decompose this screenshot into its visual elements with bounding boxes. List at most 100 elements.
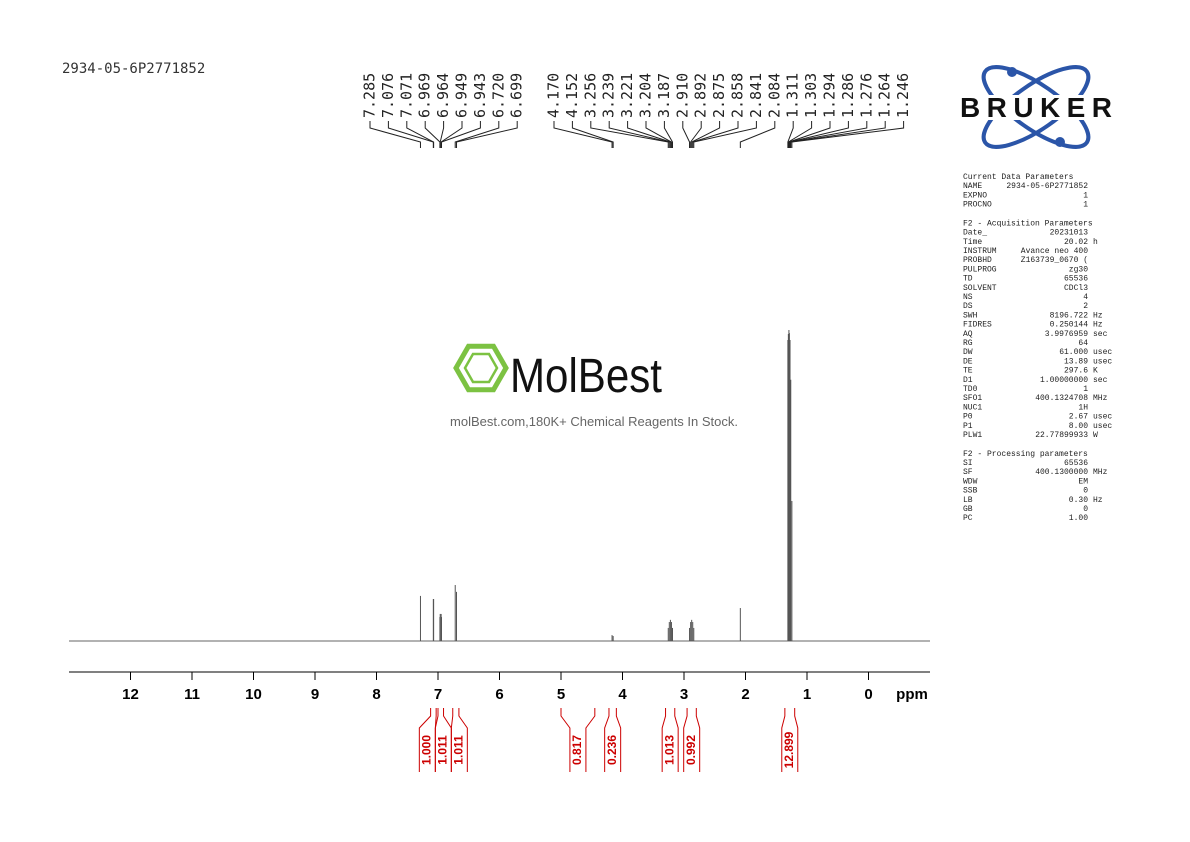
- param-key: TD0: [963, 385, 978, 394]
- integral-bracket: [695, 708, 701, 772]
- integral-bracket: [604, 708, 610, 772]
- peak-label: 1.286: [839, 73, 857, 118]
- peak-label: 1.246: [894, 73, 912, 118]
- param-key: D1: [963, 376, 973, 385]
- param-value: 8196.722: [1050, 311, 1089, 320]
- param-value: 1.00000000: [1040, 376, 1088, 385]
- param-value: EM: [1078, 477, 1088, 486]
- peak-label-connector: [739, 121, 776, 148]
- watermark-hexagon: [453, 343, 509, 393]
- param-value: 400.1324708: [1035, 394, 1088, 403]
- integral-label: 1.000: [420, 735, 434, 765]
- peak-label-connector: [693, 121, 757, 148]
- peak-label: 6.699: [508, 73, 526, 118]
- peak-label-connector: [608, 121, 670, 148]
- x-tick-label: 7: [434, 686, 442, 703]
- peak-label: 6.969: [416, 73, 434, 118]
- x-tick-label: 5: [557, 686, 565, 703]
- param-key: INSTRUM: [963, 247, 997, 256]
- peak-label-connector: [690, 121, 702, 148]
- peak-label: 7.071: [397, 73, 415, 118]
- param-key: AQ: [963, 330, 973, 339]
- param-value: 0.250144: [1050, 321, 1089, 330]
- param-unit: MHz: [1093, 394, 1108, 403]
- peak-label: 6.964: [434, 73, 452, 118]
- param-key: Date_: [963, 229, 987, 238]
- x-axis-label: ppm: [896, 686, 928, 703]
- watermark-hexagon: [463, 352, 499, 384]
- param-key: NS: [963, 293, 973, 302]
- peak-label-connector: [439, 121, 445, 148]
- param-key: PULPROG: [963, 265, 997, 274]
- peak-label: 2.858: [729, 73, 747, 118]
- peak-label: 1.303: [802, 73, 820, 118]
- peak-label-connector: [590, 121, 669, 148]
- param-value: 1: [1083, 385, 1088, 394]
- integral-bracket: [560, 708, 571, 772]
- x-tick-label: 1: [803, 686, 811, 703]
- peak-label-connector: [692, 121, 739, 148]
- param-unit: Hz: [1093, 321, 1103, 330]
- param-value: 0: [1083, 505, 1088, 514]
- logo-orbit: [981, 65, 1091, 149]
- param-unit: W: [1093, 431, 1098, 440]
- param-key: TD: [963, 275, 973, 284]
- peak-label: 2.875: [710, 73, 728, 118]
- integral-bracket: [683, 708, 688, 772]
- param-unit: K: [1093, 367, 1098, 376]
- peak-label-connector: [456, 121, 518, 148]
- peak-label: 1.264: [876, 73, 894, 118]
- param-key: P0: [963, 413, 973, 422]
- peak-label-connector: [691, 121, 721, 148]
- param-value: 13.89: [1064, 357, 1088, 366]
- param-key: PC: [963, 514, 973, 523]
- param-value: 20.02: [1064, 238, 1088, 247]
- param-key: PLW1: [963, 431, 982, 440]
- param-unit: usec: [1093, 413, 1112, 422]
- param-value: 64: [1078, 339, 1088, 348]
- peak-label-connector: [645, 121, 672, 148]
- param-unit: usec: [1093, 422, 1112, 431]
- integral-bracket: [615, 708, 622, 772]
- param-value: 61.000: [1059, 348, 1088, 357]
- peak-label: 6.949: [453, 73, 471, 118]
- param-key: DE: [963, 357, 973, 366]
- param-unit: sec: [1093, 376, 1108, 385]
- integral-bracket: [661, 708, 667, 772]
- param-unit: Hz: [1093, 311, 1103, 320]
- param-unit: usec: [1093, 357, 1112, 366]
- peak-label-connector: [571, 121, 614, 148]
- x-tick-label: 8: [372, 686, 380, 703]
- param-value: 65536: [1064, 459, 1088, 468]
- param-value: 4: [1083, 293, 1088, 302]
- peak-label-connector: [788, 121, 849, 148]
- param-key: DS: [963, 302, 973, 311]
- param-unit: sec: [1093, 330, 1108, 339]
- x-tick-label: 0: [864, 686, 872, 703]
- x-tick-label: 10: [245, 686, 262, 703]
- peak-label: 7.076: [379, 73, 397, 118]
- peak-label: 3.204: [637, 73, 655, 118]
- x-tick-label: 9: [311, 686, 319, 703]
- param-value: 297.6: [1064, 367, 1088, 376]
- param-key: P1: [963, 422, 973, 431]
- x-tick-label: 11: [184, 686, 200, 703]
- param-key: PROCNO: [963, 201, 992, 210]
- peak-label: 3.221: [618, 73, 636, 118]
- param-unit: usec: [1093, 348, 1112, 357]
- bruker-logo: BRUKER: [958, 65, 1114, 149]
- param-value: 2: [1083, 302, 1088, 311]
- param-value: 22.77899933: [1035, 431, 1088, 440]
- peak-label: 4.170: [545, 73, 563, 118]
- integral-bracket: [781, 708, 786, 772]
- x-tick-label: 2: [741, 686, 749, 703]
- param-value: 1: [1083, 191, 1088, 200]
- peak-label-connector: [663, 121, 673, 148]
- param-unit: h: [1093, 238, 1098, 247]
- peak-label-connector: [454, 121, 500, 148]
- integral-bracket: [458, 708, 468, 772]
- param-section-title: F2 - Processing parameters: [963, 450, 1088, 459]
- param-value: 0: [1083, 487, 1088, 496]
- param-key: SI: [963, 459, 973, 468]
